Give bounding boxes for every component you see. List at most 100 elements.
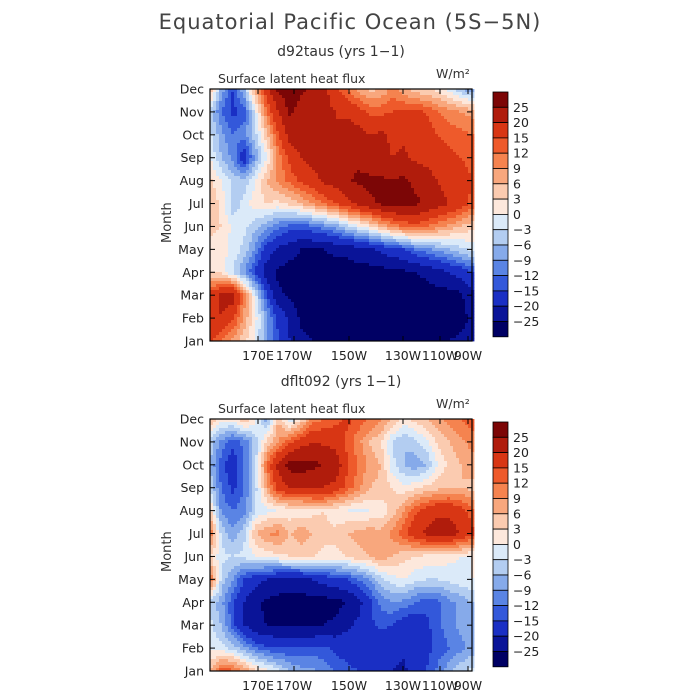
heatmap-cell [423,248,427,252]
heatmap-cell [360,113,364,117]
heatmap-cell [249,206,253,210]
heatmap-cell [360,125,364,129]
heatmap-cell [306,110,310,114]
heatmap-cell [276,257,280,261]
heatmap-cell [408,89,412,93]
heatmap-cell [447,116,451,120]
heatmap-cell [219,227,223,231]
heatmap-cell [432,233,436,237]
heatmap-cell [393,119,397,123]
heatmap-cell [354,170,358,174]
heatmap-cell [237,125,241,129]
heatmap-cell [270,116,274,120]
heatmap-cell [390,245,394,249]
heatmap-cell [411,206,415,210]
heatmap-cell [465,101,469,105]
heatmap-cell [372,152,376,156]
heatmap-cell [339,170,343,174]
heatmap-cell [459,245,463,249]
heatmap-cell [369,212,373,216]
heatmap-cell [363,224,367,228]
heatmap-cell [237,218,241,222]
heatmap-cell [321,191,325,195]
heatmap-cell [333,116,337,120]
heatmap-cell [420,245,424,249]
heatmap-cell [267,143,271,147]
heatmap-cell [255,227,259,231]
heatmap-cell [441,125,445,129]
heatmap-cell [390,161,394,165]
heatmap-cell [240,191,244,195]
heatmap-cell [258,110,262,114]
heatmap-cell [264,113,268,117]
heatmap-cell [213,197,217,201]
heatmap-cell [336,242,340,246]
heatmap-cell [396,221,400,225]
heatmap-cell [384,188,388,192]
heatmap-cell [321,89,325,93]
heatmap-cell [279,212,283,216]
heatmap-cell [345,173,349,177]
heatmap-cell [438,176,442,180]
heatmap-cell [375,110,379,114]
heatmap-cell [372,158,376,162]
heatmap-cell [306,257,310,261]
heatmap-cell [462,206,466,210]
heatmap-cell [321,95,325,99]
heatmap-cell [252,101,256,105]
heatmap-cell [459,140,463,144]
heatmap-cell [312,119,316,123]
heatmap-cell [273,254,277,258]
heatmap-cell [273,161,277,165]
heatmap-cell [330,203,334,207]
heatmap-cell [264,239,268,243]
heatmap-cell [420,206,424,210]
heatmap-cell [288,257,292,261]
heatmap-cell [444,113,448,117]
heatmap-cell [240,122,244,126]
heatmap-cell [261,227,265,231]
heatmap-cell [300,179,304,183]
heatmap-cell [282,149,286,153]
heatmap-cell [447,128,451,132]
heatmap-cell [393,95,397,99]
heatmap-cell [258,101,262,105]
heatmap-cell [231,101,235,105]
heatmap-cell [312,230,316,234]
heatmap-cell [399,143,403,147]
heatmap-cell [318,239,322,243]
heatmap-cell [258,197,262,201]
heatmap-cell [384,152,388,156]
heatmap-cell [276,152,280,156]
heatmap-cell [468,194,472,198]
heatmap-cell [420,107,424,111]
heatmap-cell [324,119,328,123]
heatmap-cell [336,239,340,243]
heatmap-cell [333,209,337,213]
heatmap-cell [414,227,418,231]
heatmap-cell [429,251,433,255]
heatmap-cell [372,197,376,201]
heatmap-cell [438,134,442,138]
heatmap-cell [384,161,388,165]
heatmap-cell [387,206,391,210]
heatmap-cell [402,131,406,135]
heatmap-cell [324,242,328,246]
heatmap-cell [327,176,331,180]
heatmap-cell [384,89,388,93]
heatmap-cell [300,116,304,120]
heatmap-cell [369,110,373,114]
heatmap-cell [432,170,436,174]
heatmap-cell [234,200,238,204]
heatmap-cell [453,95,457,99]
heatmap-cell [303,125,307,129]
heatmap-cell [348,128,352,132]
heatmap-cell [276,92,280,96]
heatmap-cell [411,248,415,252]
heatmap-cell [411,161,415,165]
heatmap-cell [219,248,223,252]
heatmap-cell [462,254,466,258]
heatmap-cell [387,191,391,195]
heatmap-cell [387,200,391,204]
heatmap-cell [231,146,235,150]
